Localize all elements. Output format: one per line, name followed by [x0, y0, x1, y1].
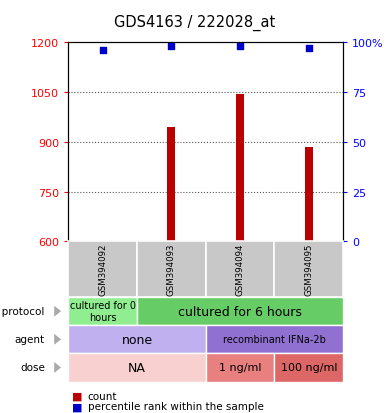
Text: agent: agent [15, 335, 45, 344]
Text: none: none [121, 333, 152, 346]
Text: growth protocol: growth protocol [0, 306, 45, 316]
Text: 100 ng/ml: 100 ng/ml [280, 363, 337, 373]
Point [168, 44, 174, 51]
Text: 1 ng/ml: 1 ng/ml [219, 363, 261, 373]
Text: GSM394095: GSM394095 [304, 243, 313, 296]
Text: GSM394092: GSM394092 [98, 243, 107, 296]
Text: count: count [88, 391, 117, 401]
Point [99, 48, 106, 55]
Text: GSM394093: GSM394093 [167, 243, 176, 296]
Text: GDS4163 / 222028_at: GDS4163 / 222028_at [114, 14, 276, 31]
Text: dose: dose [20, 363, 45, 373]
Point [306, 46, 312, 52]
Text: percentile rank within the sample: percentile rank within the sample [88, 401, 264, 411]
Bar [305, 148, 313, 242]
Text: cultured for 6 hours: cultured for 6 hours [178, 305, 302, 318]
Text: NA: NA [128, 361, 146, 374]
Bar [236, 95, 244, 242]
Text: ■: ■ [72, 391, 83, 401]
Text: recombinant IFNa-2b: recombinant IFNa-2b [223, 335, 326, 344]
Bar [167, 128, 176, 242]
Point [237, 44, 243, 51]
Text: GSM394094: GSM394094 [236, 243, 245, 296]
Text: ■: ■ [72, 401, 83, 411]
Text: cultured for 0
hours: cultured for 0 hours [70, 301, 136, 322]
